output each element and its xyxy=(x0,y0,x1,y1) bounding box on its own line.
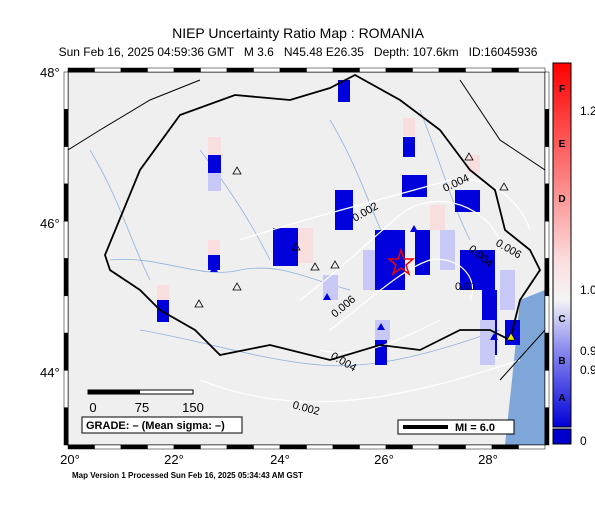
frame-segment xyxy=(544,370,550,408)
lat-labels: 48° 46° 44° xyxy=(40,65,60,380)
frame-segment xyxy=(63,370,69,408)
frame-segment xyxy=(332,444,360,450)
frame-segment xyxy=(67,444,95,450)
label: 0.9 xyxy=(580,344,595,358)
label: D xyxy=(558,194,565,205)
frame-segment xyxy=(120,444,148,450)
frame-segment xyxy=(544,332,550,371)
frame-segment xyxy=(491,67,519,73)
frame-segment xyxy=(438,67,466,73)
colorbar: F E D C B A 1.2 1.0 0.9 0.9 0 xyxy=(552,62,595,448)
frame-segment xyxy=(253,444,281,450)
frame-segment xyxy=(63,183,69,222)
grade: GRADE: – (Mean sigma: –) xyxy=(86,420,225,432)
frame-segment xyxy=(226,67,254,73)
frame-segment xyxy=(67,67,95,73)
label: 75 xyxy=(135,400,149,415)
frame-segment xyxy=(200,444,228,450)
label: 0 xyxy=(89,400,96,415)
label: 0 xyxy=(580,434,587,448)
frame-segment xyxy=(200,67,228,73)
label: 1.2 xyxy=(580,104,595,118)
label: 0.9 xyxy=(580,363,595,377)
label: 0.01 xyxy=(455,281,476,293)
frame-segment xyxy=(544,407,550,446)
frame-segment xyxy=(359,67,387,73)
label: 22° xyxy=(164,452,184,467)
frame-segment xyxy=(491,444,519,450)
label: 44° xyxy=(40,365,60,380)
title: NIEP Uncertainty Ratio Map : ROMANIA xyxy=(172,25,424,41)
label: A xyxy=(558,393,565,404)
frame-segment xyxy=(120,67,148,73)
frame-segment xyxy=(63,332,69,371)
mi: MI = 6.0 xyxy=(455,422,495,434)
frame-segment xyxy=(412,444,440,450)
label: 1.0 xyxy=(580,283,595,297)
label: 46° xyxy=(40,216,60,231)
label: 24° xyxy=(270,452,290,467)
frame-segment xyxy=(226,444,254,450)
label: 48° xyxy=(40,65,60,80)
frame-segment xyxy=(544,183,550,222)
lon-labels: 20° 22° 24° 26° 28° xyxy=(60,452,498,467)
label: F xyxy=(559,84,565,95)
label: C xyxy=(558,314,565,325)
frame-segment xyxy=(306,67,334,73)
frame-segment xyxy=(544,220,550,259)
frame-segment xyxy=(518,444,546,450)
frame-segment xyxy=(173,444,201,450)
frame-segment xyxy=(94,444,122,450)
map-area: 0.002 0.004 0.006 0.004 0.006 0.002 0.01… xyxy=(68,72,545,445)
frame-segment xyxy=(385,67,413,73)
label: 26° xyxy=(374,452,394,467)
frame-segment xyxy=(359,444,387,450)
scale-bar: 0 75 150 xyxy=(87,389,204,415)
frame-segment xyxy=(147,444,175,450)
label: E xyxy=(559,139,566,150)
frame-segment xyxy=(385,444,413,450)
frame-segment xyxy=(544,71,550,110)
frame-segment xyxy=(412,67,440,73)
frame-segment xyxy=(63,407,69,446)
frame-segment xyxy=(63,295,69,334)
frame-segment xyxy=(63,109,69,147)
frame-segment xyxy=(63,71,69,110)
frame-segment xyxy=(173,67,201,73)
frame-segment xyxy=(544,109,550,147)
label: 28° xyxy=(478,452,498,467)
frame-segment xyxy=(279,444,307,450)
label: B xyxy=(558,356,565,367)
frame-segment xyxy=(279,67,307,73)
frame-ticks xyxy=(63,67,550,450)
frame-segment xyxy=(253,67,281,73)
label: 20° xyxy=(60,452,80,467)
subtitle: Sun Feb 16, 2025 04:59:36 GMT M 3.6 N45.… xyxy=(59,45,538,59)
frame-segment xyxy=(306,444,334,450)
frame-segment xyxy=(63,146,69,185)
frame-segment xyxy=(544,146,550,185)
frame-segment xyxy=(544,258,550,297)
frame-segment xyxy=(63,258,69,297)
footer: Map Version 1 Processed Sun Feb 16, 2025… xyxy=(72,471,303,480)
frame-segment xyxy=(438,444,466,450)
frame-segment xyxy=(63,220,69,259)
frame-segment xyxy=(332,67,360,73)
frame-segment xyxy=(465,67,493,73)
frame-segment xyxy=(147,67,175,73)
frame-segment xyxy=(94,67,122,73)
epicenter xyxy=(386,247,416,277)
frame-segment xyxy=(465,444,493,450)
label: 150 xyxy=(182,400,204,415)
frame-segment xyxy=(518,67,546,73)
frame-segment xyxy=(544,295,550,334)
